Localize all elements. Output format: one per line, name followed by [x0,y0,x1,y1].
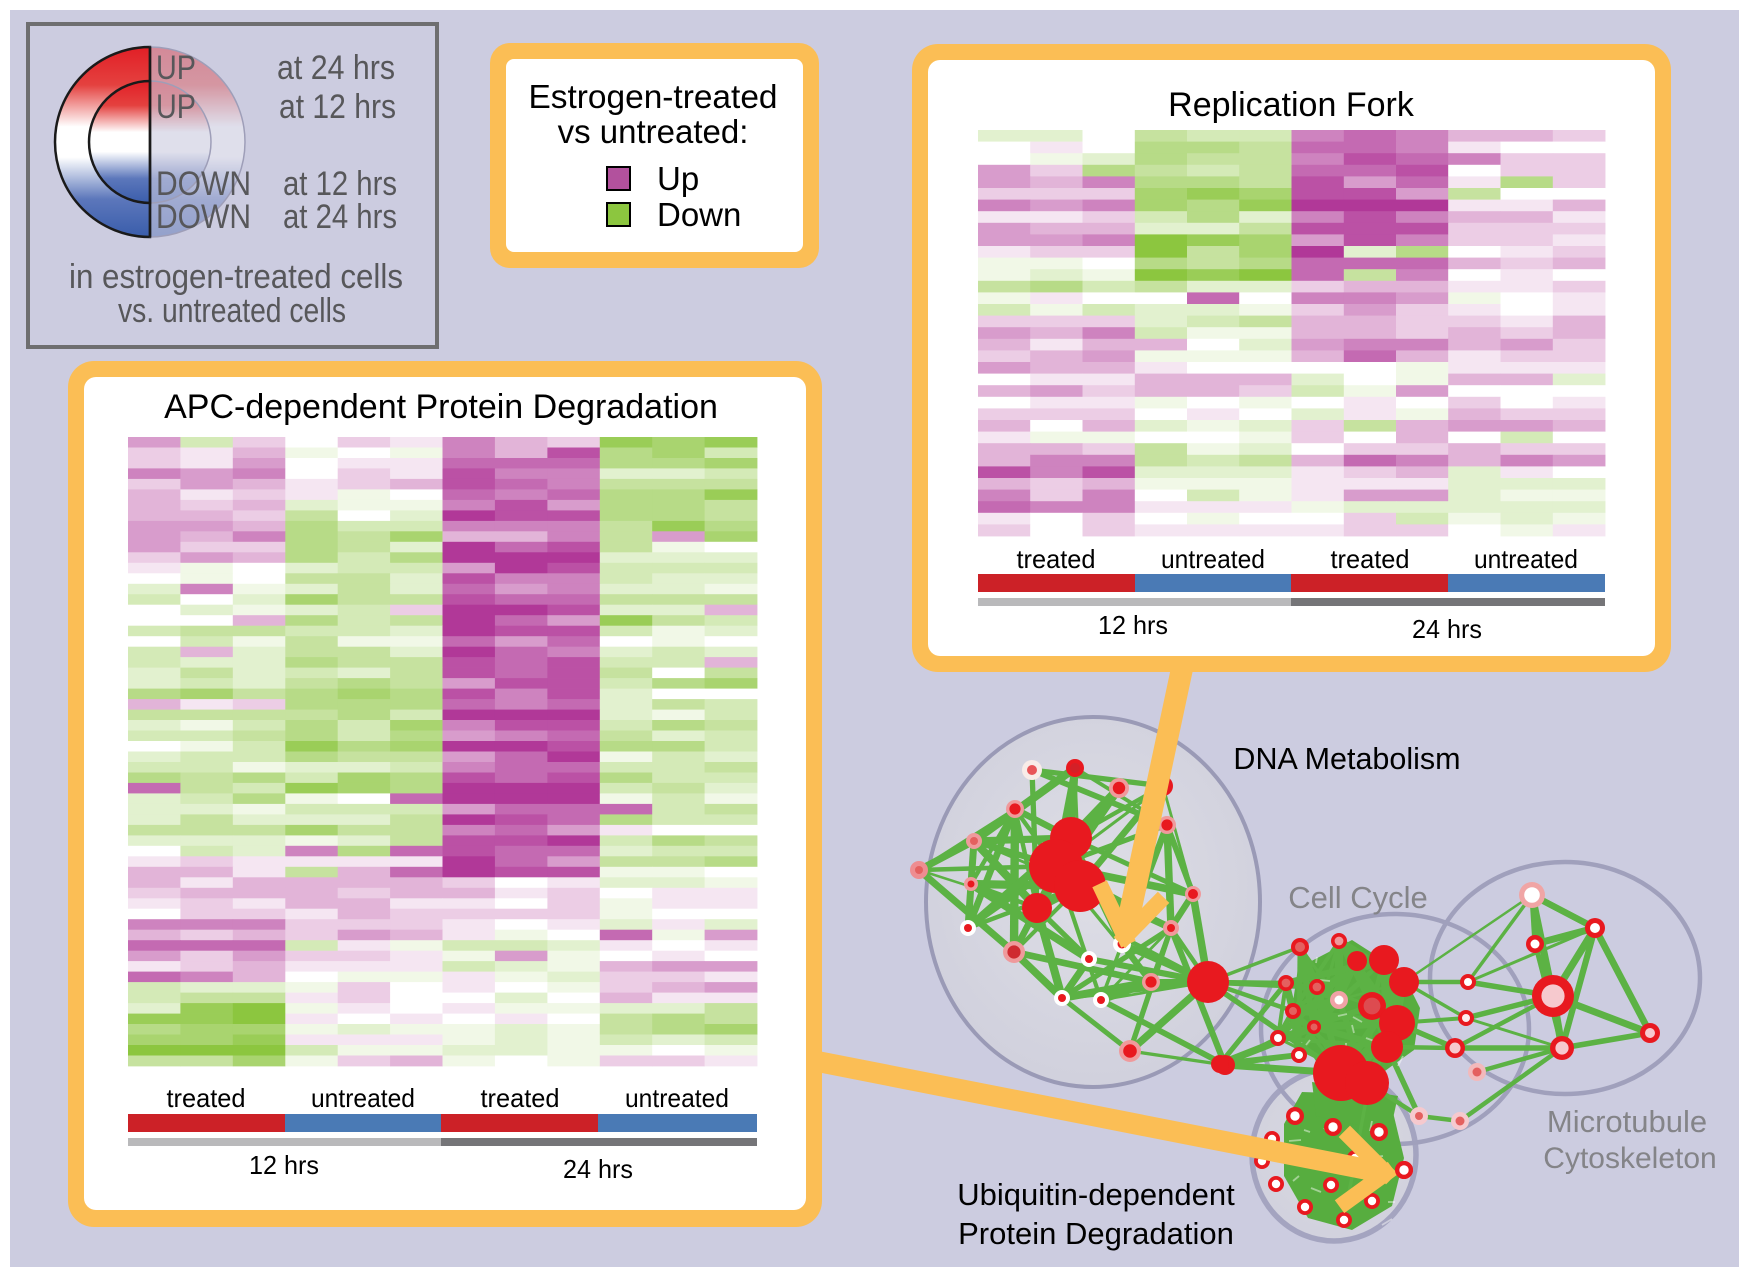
svg-text:UP: UP [156,88,196,126]
svg-text:Cell Cycle: Cell Cycle [1288,880,1428,915]
svg-text:treated: treated [1331,544,1410,574]
svg-text:Down: Down [657,196,741,233]
svg-text:vs untreated:: vs untreated: [558,113,749,150]
svg-text:DOWN: DOWN [156,165,251,203]
svg-text:UP: UP [156,49,196,87]
svg-text:APC-dependent Protein Degradat: APC-dependent Protein Degradation [164,388,718,426]
svg-text:at 12 hrs: at 12 hrs [283,165,397,203]
svg-text:untreated: untreated [625,1083,729,1113]
svg-text:at 12 hrs: at 12 hrs [279,88,396,126]
svg-text:Protein Degradation: Protein Degradation [958,1216,1234,1251]
svg-text:treated: treated [1017,544,1096,574]
svg-text:treated: treated [167,1083,246,1113]
svg-text:Up: Up [657,160,699,197]
svg-text:vs. untreated cells: vs. untreated cells [118,292,346,330]
svg-text:untreated: untreated [1474,544,1578,574]
svg-text:treated: treated [481,1083,560,1113]
svg-text:24 hrs: 24 hrs [563,1154,633,1184]
svg-text:Estrogen-treated: Estrogen-treated [529,78,778,115]
svg-text:12 hrs: 12 hrs [249,1150,319,1180]
svg-text:Cytoskeleton: Cytoskeleton [1543,1142,1716,1175]
svg-text:DNA Metabolism: DNA Metabolism [1233,742,1460,776]
svg-text:at 24 hrs: at 24 hrs [277,49,395,87]
svg-text:in estrogen-treated cells: in estrogen-treated cells [69,258,403,296]
svg-text:DOWN: DOWN [156,198,251,236]
svg-text:untreated: untreated [311,1083,415,1113]
svg-text:Ubiquitin-dependent: Ubiquitin-dependent [957,1177,1235,1212]
svg-text:12 hrs: 12 hrs [1098,610,1168,640]
svg-text:24 hrs: 24 hrs [1412,614,1482,644]
svg-text:Replication Fork: Replication Fork [1168,86,1415,124]
svg-text:at 24 hrs: at 24 hrs [283,198,397,236]
svg-text:untreated: untreated [1161,544,1265,574]
svg-text:Microtubule: Microtubule [1547,1104,1707,1139]
